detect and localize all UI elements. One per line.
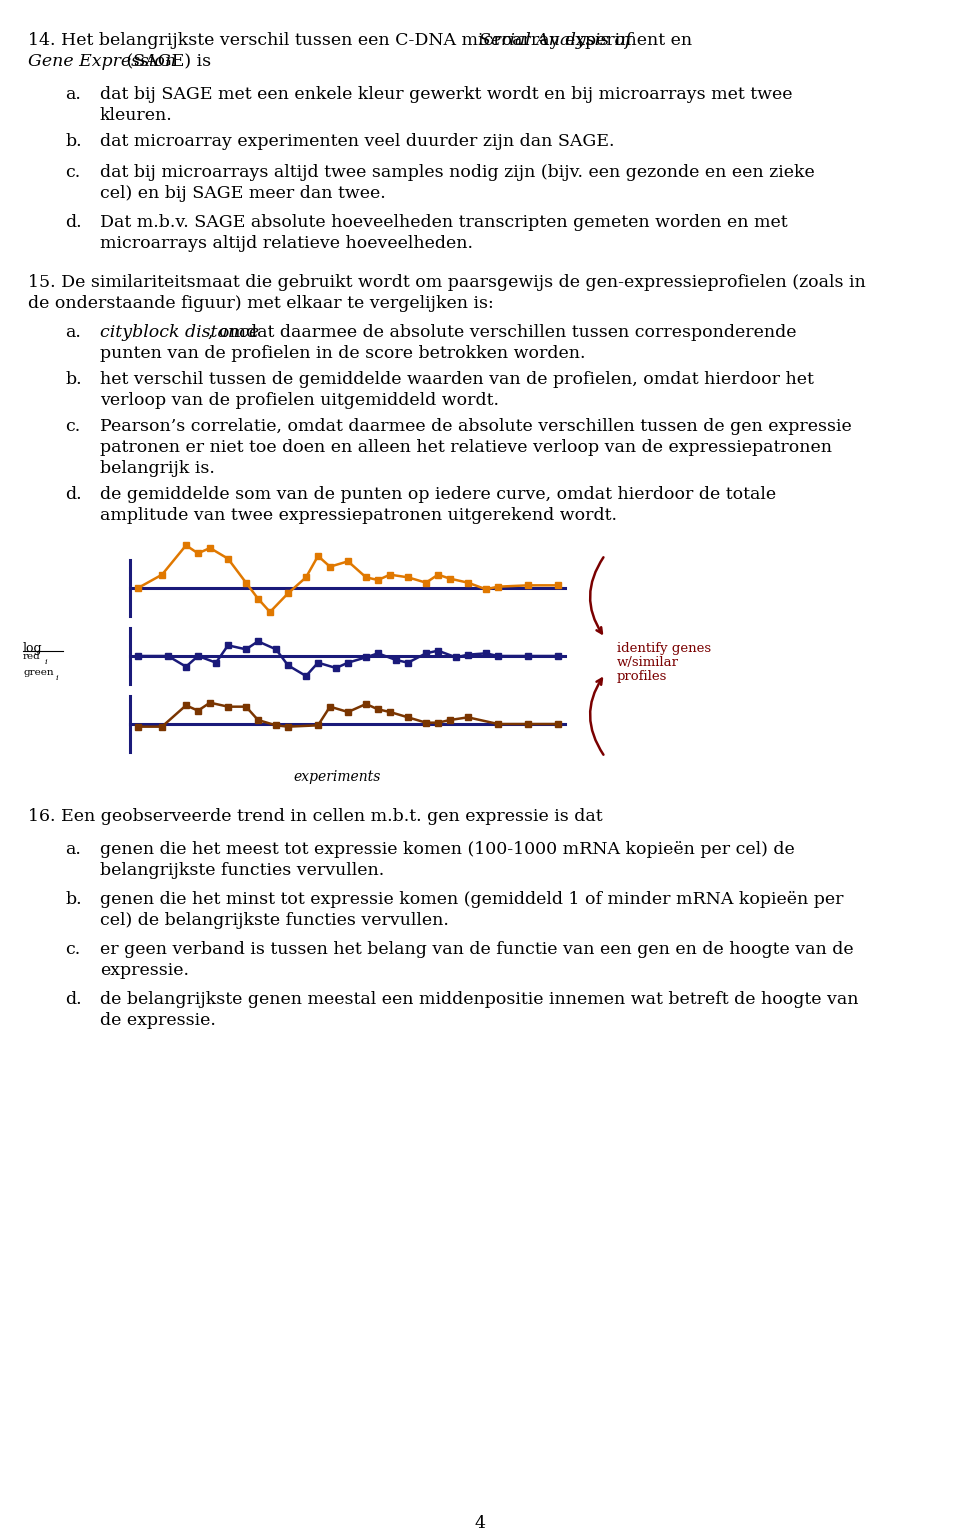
Text: belangrijk is.: belangrijk is. (100, 460, 215, 477)
Text: dat microarray experimenten veel duurder zijn dan SAGE.: dat microarray experimenten veel duurder… (100, 132, 614, 149)
Text: er geen verband is tussen het belang van de functie van een gen en de hoogte van: er geen verband is tussen het belang van… (100, 941, 853, 958)
Text: identify genes: identify genes (617, 642, 711, 654)
Text: Dat m.b.v. SAGE absolute hoeveelheden transcripten gemeten worden en met: Dat m.b.v. SAGE absolute hoeveelheden tr… (100, 214, 787, 231)
Text: c.: c. (65, 163, 81, 182)
Text: Pearson’s correlatie, omdat daarmee de absolute verschillen tussen de gen expres: Pearson’s correlatie, omdat daarmee de a… (100, 417, 852, 434)
Text: kleuren.: kleuren. (100, 106, 173, 125)
Text: (SAGE) is: (SAGE) is (121, 52, 211, 69)
Text: c.: c. (65, 941, 81, 958)
Text: de belangrijkste genen meestal een middenpositie innemen wat betreft de hoogte v: de belangrijkste genen meestal een midde… (100, 992, 858, 1009)
Text: i: i (56, 675, 59, 682)
Text: cityblock distance: cityblock distance (100, 323, 259, 340)
Text: 15. De similariteitsmaat die gebruikt wordt om paarsgewijs de gen-expressieprofi: 15. De similariteitsmaat die gebruikt wo… (28, 274, 866, 291)
Text: i: i (45, 658, 48, 665)
Text: dat bij SAGE met een enkele kleur gewerkt wordt en bij microarrays met twee: dat bij SAGE met een enkele kleur gewerk… (100, 86, 793, 103)
Text: belangrijkste functies vervullen.: belangrijkste functies vervullen. (100, 862, 384, 879)
Text: de onderstaande figuur) met elkaar te vergelijken is:: de onderstaande figuur) met elkaar te ve… (28, 296, 493, 313)
Text: a.: a. (65, 86, 81, 103)
Text: punten van de profielen in de score betrokken worden.: punten van de profielen in de score betr… (100, 345, 586, 362)
Text: amplitude van twee expressiepatronen uitgerekend wordt.: amplitude van twee expressiepatronen uit… (100, 507, 617, 524)
Text: dat bij microarrays altijd twee samples nodig zijn (bijv. een gezonde en een zie: dat bij microarrays altijd twee samples … (100, 163, 815, 182)
Text: Gene Expression: Gene Expression (28, 52, 176, 69)
Text: c.: c. (65, 417, 81, 434)
Text: verloop van de profielen uitgemiddeld wordt.: verloop van de profielen uitgemiddeld wo… (100, 393, 499, 410)
Text: b.: b. (65, 132, 82, 149)
Text: expressie.: expressie. (100, 962, 189, 979)
Text: profiles: profiles (617, 670, 667, 684)
Text: cel) de belangrijkste functies vervullen.: cel) de belangrijkste functies vervullen… (100, 912, 449, 929)
Text: genen die het minst tot expressie komen (gemiddeld 1 of minder mRNA kopieën per: genen die het minst tot expressie komen … (100, 892, 844, 909)
Text: b.: b. (65, 371, 82, 388)
Text: de gemiddelde som van de punten op iedere curve, omdat hierdoor de totale: de gemiddelde som van de punten op ieder… (100, 487, 776, 504)
Text: de expressie.: de expressie. (100, 1012, 216, 1029)
Text: Serial Analysis of: Serial Analysis of (479, 32, 632, 49)
Text: patronen er niet toe doen en alleen het relatieve verloop van de expressiepatron: patronen er niet toe doen en alleen het … (100, 439, 832, 456)
Text: experiments: experiments (294, 770, 381, 784)
Text: microarrays altijd relatieve hoeveelheden.: microarrays altijd relatieve hoeveelhede… (100, 236, 473, 253)
Text: cel) en bij SAGE meer dan twee.: cel) en bij SAGE meer dan twee. (100, 185, 386, 202)
Text: genen die het meest tot expressie komen (100-1000 mRNA kopieën per cel) de: genen die het meest tot expressie komen … (100, 841, 795, 858)
Text: b.: b. (65, 892, 82, 909)
Text: d.: d. (65, 487, 82, 504)
Text: , omdat daarmee de absolute verschillen tussen corresponderende: , omdat daarmee de absolute verschillen … (208, 323, 797, 340)
Text: w/similar: w/similar (617, 656, 679, 668)
Text: het verschil tussen de gemiddelde waarden van de profielen, omdat hierdoor het: het verschil tussen de gemiddelde waarde… (100, 371, 814, 388)
Text: log: log (23, 642, 42, 654)
Text: a.: a. (65, 323, 81, 340)
Text: 4: 4 (474, 1515, 486, 1532)
Text: a.: a. (65, 841, 81, 858)
Text: 14. Het belangrijkste verschil tussen een C-DNA microarray experiment en: 14. Het belangrijkste verschil tussen ee… (28, 32, 698, 49)
Text: red: red (23, 651, 40, 661)
Text: 16. Een geobserveerde trend in cellen m.b.t. gen expressie is dat: 16. Een geobserveerde trend in cellen m.… (28, 808, 603, 825)
Text: d.: d. (65, 992, 82, 1009)
Text: d.: d. (65, 214, 82, 231)
Text: green: green (23, 668, 54, 678)
